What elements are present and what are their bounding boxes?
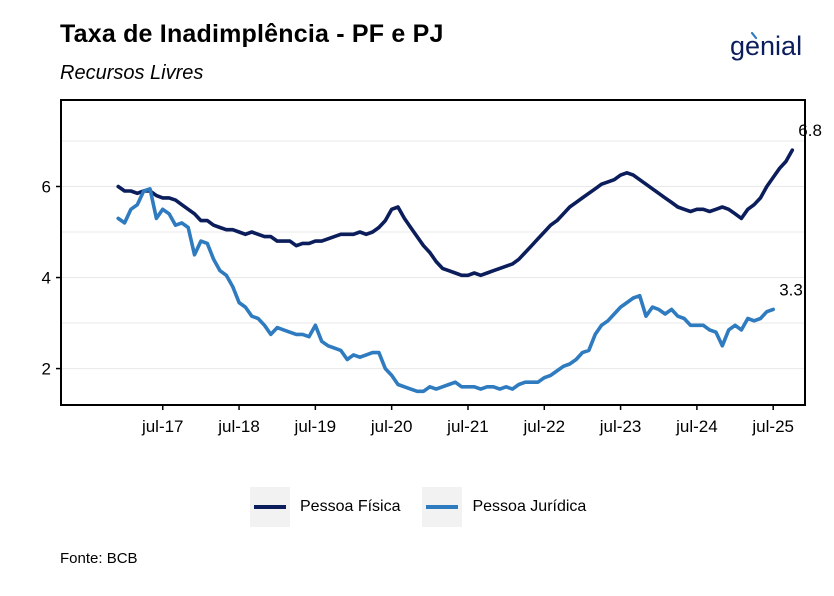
- legend-key-pf: [250, 487, 290, 527]
- y-tick-label-0: 2: [42, 360, 51, 379]
- legend-item-pf: Pessoa Física: [250, 487, 400, 527]
- source-note: Fonte: BCB: [60, 550, 138, 567]
- grid-layer: [61, 140, 805, 370]
- label-layer: 6.8 3.3: [779, 121, 822, 299]
- genial-logo: genial: [730, 31, 802, 61]
- x-tick-label-7: jul-24: [675, 417, 718, 436]
- chart-title: Taxa de Inadimplência - PF e PJ: [60, 20, 444, 48]
- end-label-1: 3.3: [779, 280, 803, 299]
- series-layer: [116, 148, 795, 394]
- chart-subtitle: Recursos Livres: [60, 62, 204, 84]
- x-tick-label-6: jul-23: [599, 417, 642, 436]
- legend: Pessoa Física Pessoa Jurídica: [250, 487, 608, 527]
- series-line-pessoa-juridica: [116, 187, 775, 394]
- legend-item-pj: Pessoa Jurídica: [422, 487, 586, 527]
- plot-frame: [60, 99, 806, 406]
- x-tick-label-8: jul-25: [751, 417, 794, 436]
- x-tick-label-4: jul-21: [446, 417, 489, 436]
- logo-accent-mark: [750, 31, 758, 40]
- legend-label-pj: Pessoa Jurídica: [472, 498, 587, 515]
- x-tick-label-0: jul-17: [141, 417, 184, 436]
- legend-key-pj: [422, 487, 463, 527]
- axis-layer: 2 4 6 jul-17 jul-18 jul-19 jul-20 jul-21 jul-22 j…: [42, 177, 794, 436]
- y-tick-label-2: 6: [42, 177, 51, 196]
- logo-text: genial: [730, 31, 802, 61]
- x-tick-label-2: jul-19: [294, 417, 337, 436]
- series-line-pessoa-fisica: [116, 148, 795, 278]
- x-tick-label-1: jul-18: [217, 417, 260, 436]
- y-tick-label-1: 4: [42, 269, 51, 288]
- legend-label-pf: Pessoa Física: [300, 498, 401, 515]
- end-label-0: 6.8: [798, 121, 822, 140]
- x-tick-label-3: jul-20: [370, 417, 413, 436]
- x-tick-label-5: jul-22: [522, 417, 565, 436]
